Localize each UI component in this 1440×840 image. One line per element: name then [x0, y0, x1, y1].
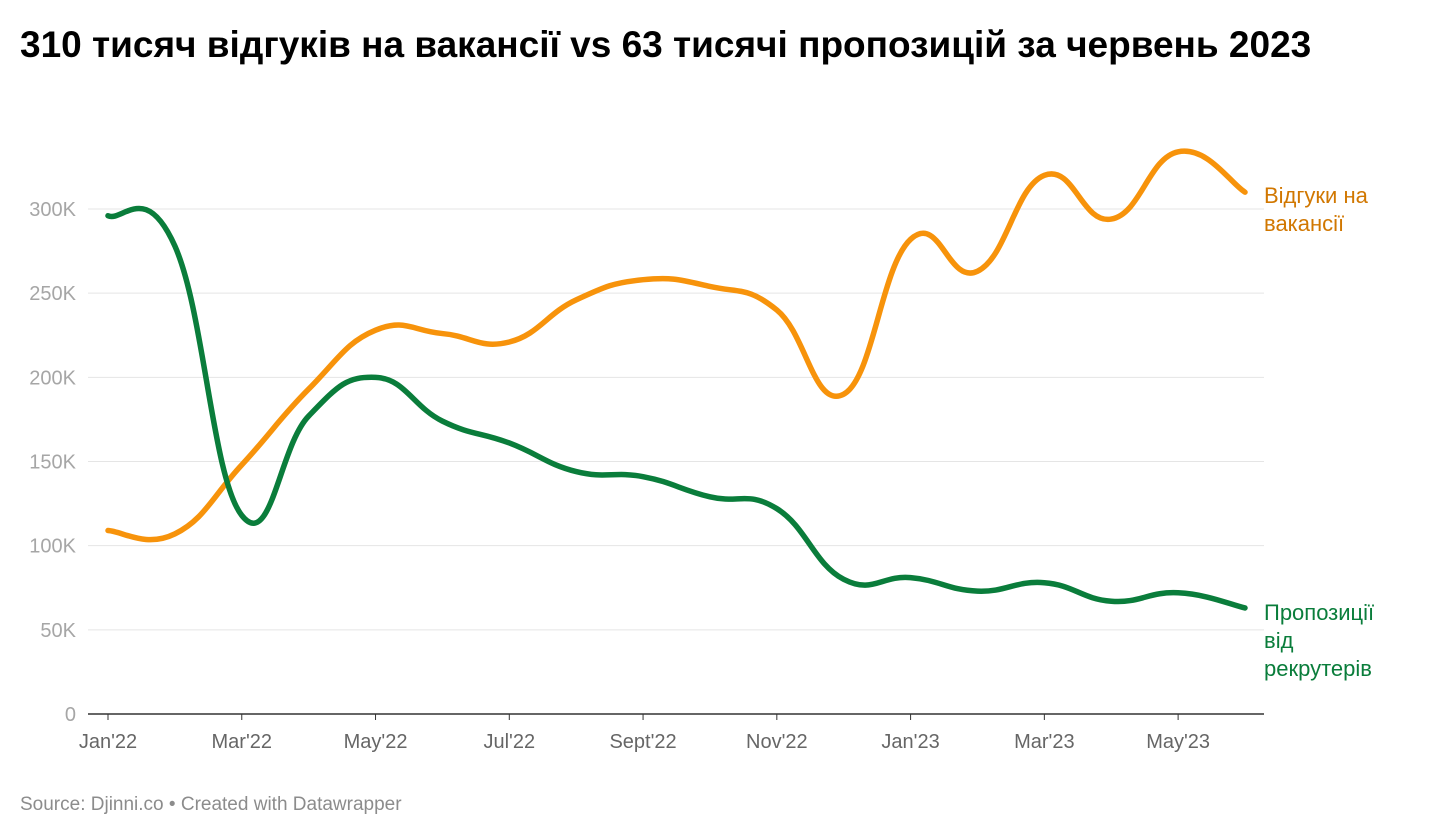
series-line-2	[105, 205, 1248, 611]
series-label-2: Пропозиції від рекрутерів	[1264, 600, 1374, 681]
chart-title: 310 тисяч відгуків на вакансії vs 63 тис…	[20, 24, 1312, 65]
x-tick-label: Mar'23	[1014, 731, 1075, 753]
credit-text: Created with Datawrapper	[180, 794, 402, 815]
footer-separator: •	[168, 794, 176, 815]
y-tick-label: 0	[65, 704, 76, 726]
series-label-line: від	[1264, 628, 1294, 653]
series-label-line: вакансії	[1264, 211, 1344, 236]
x-tick-label: Jan'22	[79, 731, 137, 753]
y-tick-label: 50K	[40, 620, 76, 642]
series-label-1: Відгуки на вакансії	[1264, 183, 1369, 236]
y-tick-label: 250K	[29, 283, 76, 305]
x-tick-label: May'22	[344, 731, 408, 753]
x-tick-label: Jul'22	[483, 731, 535, 753]
x-tick-label: May'23	[1146, 731, 1210, 753]
series-label-line: рекрутерів	[1264, 656, 1372, 681]
x-tick-label: Nov'22	[746, 731, 808, 753]
series-line-1	[105, 148, 1248, 543]
y-tick-label: 150K	[29, 452, 76, 474]
series-label-line: Відгуки на	[1264, 183, 1369, 208]
x-tick-label: Sept'22	[609, 731, 676, 753]
chart-footer: Source: Djinni.co • Created with Datawra…	[20, 794, 402, 816]
source-text: Source: Djinni.co	[20, 794, 164, 815]
y-tick-label: 300K	[29, 199, 76, 221]
y-tick-label: 200K	[29, 367, 76, 389]
x-tick-label: Mar'22	[212, 731, 273, 753]
series-label-line: Пропозиції	[1264, 600, 1374, 625]
y-tick-label: 100K	[29, 536, 76, 558]
x-tick-label: Jan'23	[881, 731, 939, 753]
